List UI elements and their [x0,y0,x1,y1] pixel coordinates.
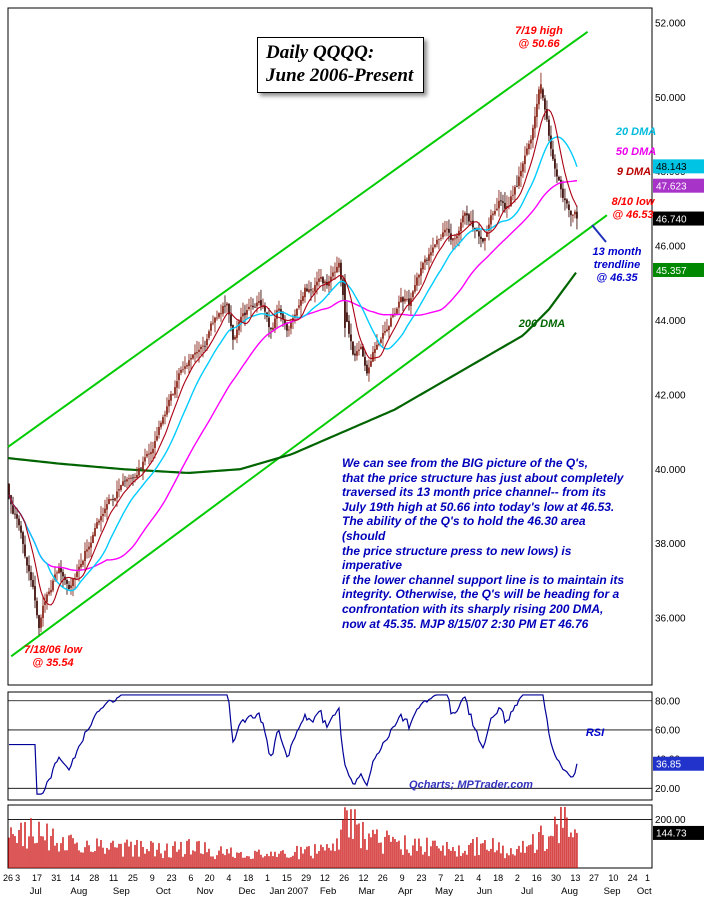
xaxis-day-tick: 3 [15,873,20,883]
price-panel[interactable] [7,7,653,686]
price-axis-tick: 50.000 [655,93,686,104]
xaxis-day-tick: 31 [51,873,61,883]
xaxis-month-tick: May [435,886,453,897]
price-axis-tick: 40.000 [655,465,686,476]
xaxis-day-tick: 28 [89,873,99,883]
xaxis-day-tick: 2 [515,873,520,883]
xaxis-month-tick: Jul [30,886,42,897]
rsi-panel[interactable] [7,691,653,801]
xaxis-day-tick: 26 [378,873,388,883]
xaxis-month-tick: Sep [113,886,130,897]
trendline-pointer [591,224,607,243]
price-badge-50-dma-value: 47.623 [656,181,687,192]
xaxis-day-tick: 17 [32,873,42,883]
xaxis-day-tick: 26 [339,873,349,883]
price-badge-200-dma-value: 45.357 [656,266,687,277]
rsi-badge-value: 36.85 [656,760,681,771]
xaxis-day-tick: 25 [128,873,138,883]
price-badge-200-dma [653,262,704,277]
xaxis-day-tick: 23 [167,873,177,883]
volume-badge-value: 144.73 [656,829,687,840]
dma200-line [7,271,577,474]
xaxis-day-tick: 9 [400,873,405,883]
xaxis-month-tick: Dec [238,886,255,897]
price-axis-tick: 52.000 [655,18,686,29]
volume-badge [653,825,704,840]
volume-bars [8,806,578,868]
xaxis-day-tick: 26 [3,873,13,883]
xaxis-day-tick: 16 [532,873,542,883]
price-axis-tick: 46.000 [655,242,686,253]
price-axis-tick: 42.000 [655,390,686,401]
xaxis-day-tick: 10 [608,873,618,883]
price-badge-20-dma [653,159,704,174]
xaxis-month-tick: Aug [70,886,87,897]
xaxis-day-tick: 11 [109,873,118,883]
xaxis-month-tick: Oct [156,886,171,897]
price-badge-last-price-value: 46.740 [656,214,687,225]
xaxis-month-tick: Nov [197,886,214,897]
chart-title-line1: Daily QQQQ: [266,42,375,63]
price-axis-tick: 44.000 [655,316,686,327]
xaxis-day-tick: 4 [476,873,481,883]
xaxis-day-tick: 29 [301,873,311,883]
chart-title-box: Daily QQQQ: June 2006-Present [257,37,425,93]
xaxis-day-tick: 21 [454,873,464,883]
xaxis-day-tick: 1 [265,873,270,883]
xaxis-day-tick: 30 [551,873,561,883]
xaxis-day-tick: 15 [282,873,292,883]
xaxis-day-tick: 18 [243,873,253,883]
xaxis-day-tick: 12 [358,873,368,883]
price-badge-50-dma [653,178,704,193]
xaxis-month-tick: Feb [320,886,336,897]
xaxis-day-tick: 1 [645,873,650,883]
xaxis-month-tick: Aug [561,886,578,897]
xaxis-day-tick: 6 [188,873,193,883]
ma-line-20dma [8,136,578,592]
xaxis-day-tick: 24 [628,873,638,883]
xaxis-month-tick: Sep [604,886,621,897]
xaxis-day-tick: 18 [493,873,503,883]
xaxis-day-tick: 23 [416,873,426,883]
price-axis-tick: 36.000 [655,614,686,625]
xaxis-day-tick: 13 [570,873,580,883]
rsi-axis-tick: 20.00 [655,784,680,795]
xaxis-day-tick: 12 [320,873,330,883]
xaxis-day-tick: 7 [438,873,443,883]
ma-line-50dma [8,179,578,572]
ma-line-9dma [8,109,578,606]
xaxis-day-tick: 9 [150,873,155,883]
xaxis-month-tick: Apr [398,886,413,897]
rsi-line [8,694,578,795]
xaxis-month-tick: Mar [359,886,375,897]
xaxis-day-tick: 20 [205,873,215,883]
xaxis-day-tick: 27 [589,873,599,883]
channel-lower-trendline [10,214,608,658]
xaxis-month-tick: Oct [637,886,652,897]
xaxis-day-tick: 4 [226,873,231,883]
price-badge-20-dma-value: 48.143 [656,162,687,173]
rsi-badge [653,756,704,771]
rsi-axis-tick: 80.00 [655,696,680,707]
analyst-commentary: We can see from the BIG picture of the Q… [342,456,625,631]
price-badge-last-price [653,211,704,226]
rsi-axis-tick: 60.00 [655,725,680,736]
xaxis-month-tick: Jun [477,886,492,897]
volume-axis-tick: 200.00 [655,815,686,826]
chart-title-line2: June 2006-Present [266,65,414,86]
candlesticks [8,72,578,636]
xaxis-day-tick: 14 [70,873,80,883]
xaxis-month-tick: 2007 [287,886,308,897]
channel-upper-line [7,30,589,448]
price-axis-tick: 38.000 [655,539,686,550]
xaxis-month-tick: Jul [521,886,533,897]
xaxis-month-tick: Jan [270,886,285,897]
